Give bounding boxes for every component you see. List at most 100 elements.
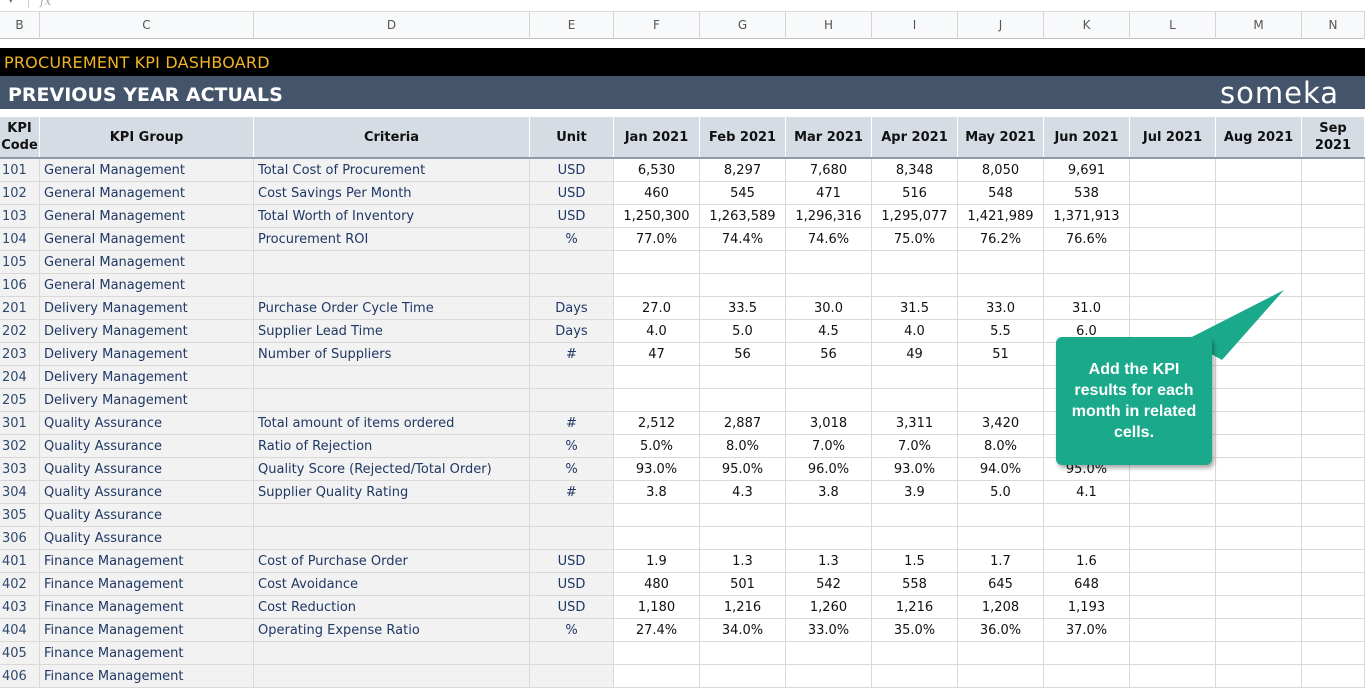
month-value-cell[interactable]: 1,421,989 [958, 205, 1044, 227]
month-value-cell[interactable] [1044, 504, 1130, 526]
month-value-cell[interactable] [1302, 274, 1365, 296]
month-value-cell[interactable]: 1,296,316 [786, 205, 872, 227]
month-value-cell[interactable] [1302, 159, 1365, 181]
kpi-group-cell[interactable]: Finance Management [40, 665, 254, 687]
unit-cell[interactable]: USD [530, 550, 614, 572]
month-value-cell[interactable] [1216, 274, 1302, 296]
unit-cell[interactable]: % [530, 619, 614, 641]
month-value-cell[interactable] [786, 366, 872, 388]
month-value-cell[interactable] [700, 389, 786, 411]
month-value-cell[interactable] [1216, 481, 1302, 503]
month-value-cell[interactable] [1302, 665, 1365, 687]
column-header-e[interactable]: E [530, 12, 614, 39]
kpi-code-cell[interactable]: 104 [0, 228, 40, 250]
month-value-cell[interactable] [958, 366, 1044, 388]
month-value-cell[interactable]: 51 [958, 343, 1044, 365]
unit-cell[interactable]: # [530, 343, 614, 365]
month-value-cell[interactable]: 74.6% [786, 228, 872, 250]
month-value-cell[interactable]: 35.0% [872, 619, 958, 641]
month-value-cell[interactable]: 501 [700, 573, 786, 595]
month-value-cell[interactable] [1302, 205, 1365, 227]
month-value-cell[interactable] [786, 274, 872, 296]
month-value-cell[interactable] [1302, 527, 1365, 549]
month-value-cell[interactable] [700, 665, 786, 687]
month-value-cell[interactable]: 33.0% [786, 619, 872, 641]
month-value-cell[interactable] [614, 251, 700, 273]
criteria-cell[interactable] [254, 251, 530, 273]
column-header-b[interactable]: B [0, 12, 40, 39]
kpi-group-cell[interactable]: General Management [40, 274, 254, 296]
month-value-cell[interactable]: 1,371,913 [1044, 205, 1130, 227]
month-value-cell[interactable] [1130, 619, 1216, 641]
month-value-cell[interactable]: 3.9 [872, 481, 958, 503]
kpi-group-cell[interactable]: General Management [40, 251, 254, 273]
month-value-cell[interactable] [1130, 481, 1216, 503]
month-value-cell[interactable]: 30.0 [786, 297, 872, 319]
month-value-cell[interactable]: 1,295,077 [872, 205, 958, 227]
month-value-cell[interactable]: 8,297 [700, 159, 786, 181]
month-value-cell[interactable]: 74.4% [700, 228, 786, 250]
month-value-cell[interactable] [1130, 665, 1216, 687]
month-value-cell[interactable] [1216, 573, 1302, 595]
month-value-cell[interactable] [1216, 458, 1302, 480]
criteria-cell[interactable] [254, 527, 530, 549]
criteria-cell[interactable]: Supplier Quality Rating [254, 481, 530, 503]
month-value-cell[interactable]: 9,691 [1044, 159, 1130, 181]
kpi-code-cell[interactable]: 203 [0, 343, 40, 365]
unit-cell[interactable] [530, 527, 614, 549]
column-header-c[interactable]: C [40, 12, 254, 39]
month-value-cell[interactable]: 96.0% [786, 458, 872, 480]
month-value-cell[interactable]: 1.5 [872, 550, 958, 572]
unit-cell[interactable]: # [530, 412, 614, 434]
month-value-cell[interactable]: 75.0% [872, 228, 958, 250]
criteria-cell[interactable]: Purchase Order Cycle Time [254, 297, 530, 319]
month-value-cell[interactable] [872, 504, 958, 526]
column-header-h[interactable]: H [786, 12, 872, 39]
unit-cell[interactable]: Days [530, 320, 614, 342]
month-value-cell[interactable] [1302, 596, 1365, 618]
kpi-code-cell[interactable]: 106 [0, 274, 40, 296]
kpi-code-cell[interactable]: 306 [0, 527, 40, 549]
month-value-cell[interactable]: 1.9 [614, 550, 700, 572]
criteria-cell[interactable] [254, 504, 530, 526]
month-value-cell[interactable]: 7,680 [786, 159, 872, 181]
month-value-cell[interactable]: 49 [872, 343, 958, 365]
column-header-j[interactable]: J [958, 12, 1044, 39]
month-value-cell[interactable] [786, 665, 872, 687]
month-value-cell[interactable] [872, 527, 958, 549]
month-value-cell[interactable] [1216, 642, 1302, 664]
month-value-cell[interactable] [1302, 504, 1365, 526]
column-header-f[interactable]: F [614, 12, 700, 39]
column-header-n[interactable]: N [1302, 12, 1365, 39]
month-value-cell[interactable]: 31.5 [872, 297, 958, 319]
month-value-cell[interactable] [614, 274, 700, 296]
month-value-cell[interactable] [786, 642, 872, 664]
kpi-code-cell[interactable]: 301 [0, 412, 40, 434]
month-value-cell[interactable] [1216, 343, 1302, 365]
month-value-cell[interactable] [958, 504, 1044, 526]
month-value-cell[interactable]: 8,348 [872, 159, 958, 181]
kpi-group-cell[interactable]: Finance Management [40, 573, 254, 595]
column-header-g[interactable]: G [700, 12, 786, 39]
month-value-cell[interactable]: 4.5 [786, 320, 872, 342]
month-value-cell[interactable] [1216, 527, 1302, 549]
month-value-cell[interactable]: 4.0 [872, 320, 958, 342]
month-value-cell[interactable] [1130, 550, 1216, 572]
month-value-cell[interactable] [1302, 366, 1365, 388]
month-value-cell[interactable]: 1,216 [872, 596, 958, 618]
unit-cell[interactable] [530, 665, 614, 687]
kpi-code-cell[interactable]: 402 [0, 573, 40, 595]
month-value-cell[interactable]: 5.0 [700, 320, 786, 342]
kpi-group-cell[interactable]: Quality Assurance [40, 504, 254, 526]
month-value-cell[interactable]: 7.0% [786, 435, 872, 457]
kpi-code-cell[interactable]: 101 [0, 159, 40, 181]
kpi-code-cell[interactable]: 102 [0, 182, 40, 204]
month-value-cell[interactable] [614, 366, 700, 388]
month-value-cell[interactable] [1216, 366, 1302, 388]
kpi-group-cell[interactable]: Quality Assurance [40, 527, 254, 549]
criteria-cell[interactable] [254, 665, 530, 687]
month-value-cell[interactable]: 4.1 [1044, 481, 1130, 503]
month-value-cell[interactable] [1216, 228, 1302, 250]
kpi-group-cell[interactable]: Quality Assurance [40, 458, 254, 480]
month-value-cell[interactable]: 1.3 [700, 550, 786, 572]
